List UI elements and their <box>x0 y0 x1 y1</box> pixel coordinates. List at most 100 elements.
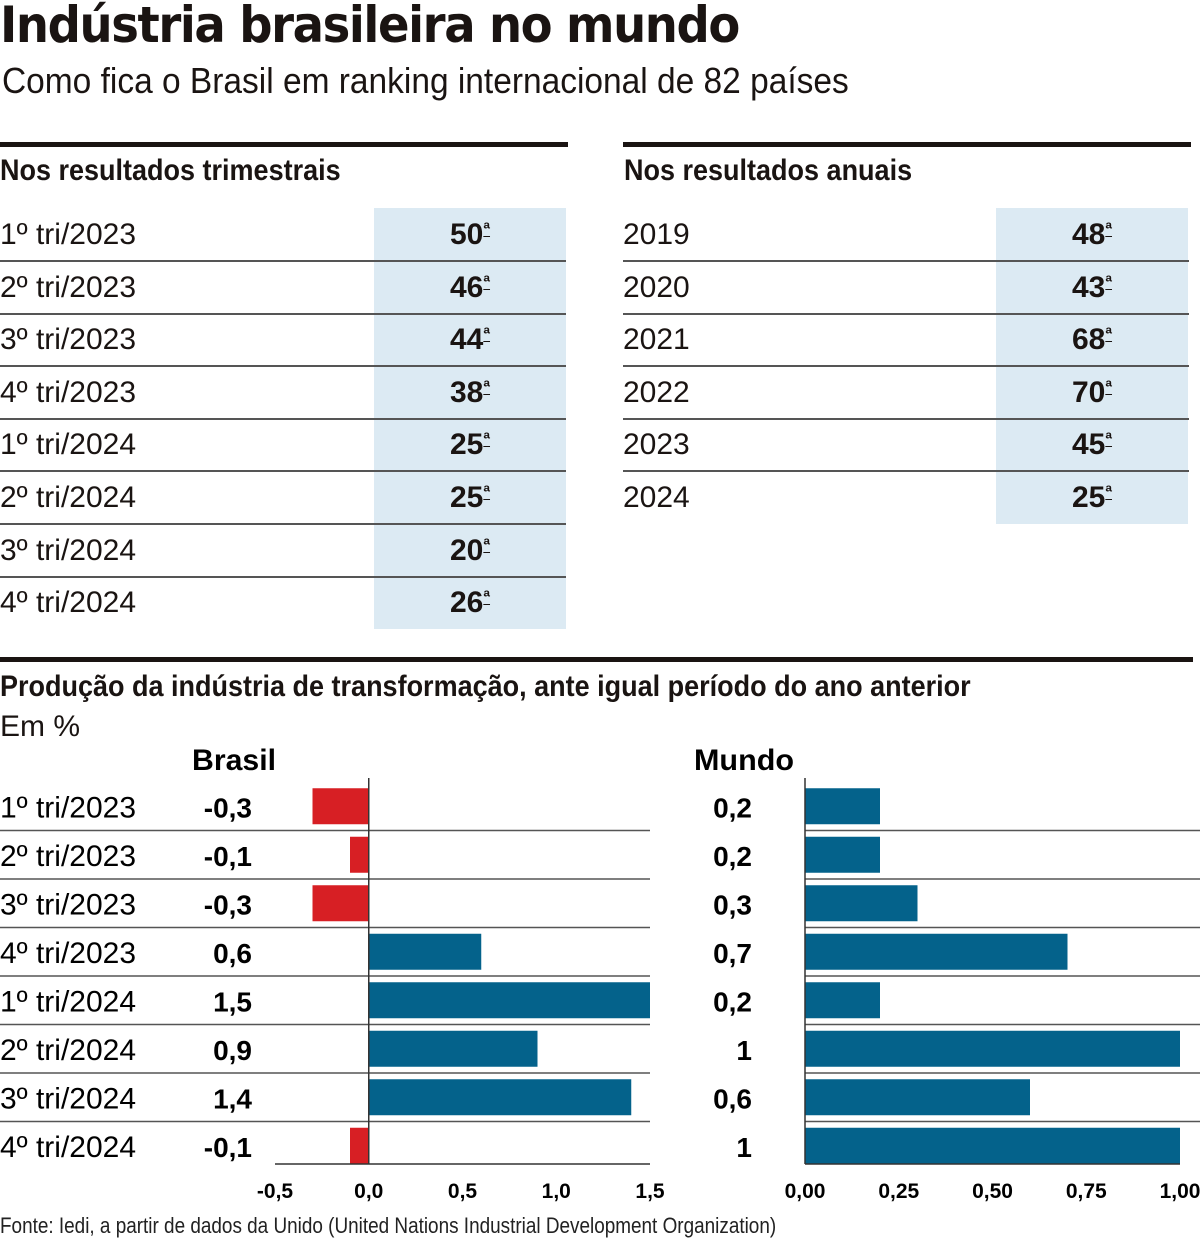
rank-value: 50ª <box>449 218 491 251</box>
table-row: 2024 25ª <box>623 471 1189 523</box>
table-row: 2022 70ª <box>623 366 1189 420</box>
table-row: 2º tri/2023 46ª <box>0 261 566 315</box>
table-row: 3º tri/2023 44ª <box>0 313 566 368</box>
mundo-value-label: 0,3 <box>713 889 752 920</box>
row-label: 2º tri/2023 <box>0 270 137 304</box>
chart-heading: Produção da indústria de transformação, … <box>0 670 971 703</box>
rank-value: 48ª <box>1071 218 1113 251</box>
row-label: 2022 <box>623 375 690 409</box>
brasil-tick-label: 0,5 <box>448 1180 478 1203</box>
mundo-bar <box>805 1127 1180 1164</box>
brasil-bar <box>368 933 482 970</box>
quarterly-heading: Nos resultados trimestrais <box>0 154 341 187</box>
brasil-bar <box>350 1127 369 1164</box>
rank-value: 46ª <box>449 270 491 304</box>
rank-value: 20ª <box>449 533 491 567</box>
rank-value: 44ª <box>449 323 491 357</box>
rank-value: 25ª <box>449 428 491 462</box>
source-note: Fonte: Iedi, a partir de dados da Unido … <box>0 1213 777 1238</box>
rank-value: 43ª <box>1071 270 1113 304</box>
category-label: 1º tri/2024 <box>0 985 136 1018</box>
row-label: 3º tri/2023 <box>0 323 137 357</box>
rank-value: 45ª <box>1071 428 1113 462</box>
rank-value: 68ª <box>1071 323 1113 357</box>
mundo-bar <box>805 933 1068 970</box>
row-label: 2º tri/2024 <box>0 481 137 514</box>
mundo-tick-label: 0,75 <box>1066 1180 1107 1203</box>
row-label: 2021 <box>623 323 690 357</box>
brasil-bar <box>368 982 650 1019</box>
table-row: 1º tri/2023 50ª <box>0 208 566 262</box>
rank-value: 25ª <box>1071 481 1113 514</box>
mundo-value-label: 0,7 <box>713 938 752 969</box>
category-label: 1º tri/2023 <box>0 791 136 824</box>
rank-value: 26ª <box>449 586 491 620</box>
page-title: Indústria brasileira no mundo <box>0 0 740 54</box>
mundo-bar <box>805 982 880 1019</box>
mundo-value-label: 0,2 <box>713 792 752 823</box>
brasil-tick-label: 1,5 <box>635 1180 665 1203</box>
table-row: 2021 68ª <box>623 313 1189 368</box>
chart-unit: Em % <box>0 710 81 743</box>
category-label: 3º tri/2024 <box>0 1082 136 1115</box>
brasil-value-label: -0,3 <box>204 792 252 823</box>
mundo-value-label: 0,2 <box>713 841 752 872</box>
category-label: 4º tri/2024 <box>0 1131 136 1164</box>
brasil-bar <box>350 836 369 873</box>
brasil-bar <box>368 1030 538 1067</box>
table-row: 1º tri/2024 25ª <box>0 418 566 473</box>
section-rule-annual <box>623 142 1191 147</box>
mundo-value-label: 0,6 <box>713 1083 752 1114</box>
page-subtitle: Como fica o Brasil em ranking internacio… <box>2 60 849 101</box>
rank-value: 70ª <box>1071 375 1113 409</box>
row-label: 2023 <box>623 428 690 462</box>
row-label: 2019 <box>623 218 690 251</box>
mundo-bar <box>805 1030 1180 1067</box>
mundo-bar <box>805 788 880 825</box>
mundo-value-label: 1 <box>736 1035 752 1066</box>
mundo-value-label: 1 <box>736 1132 752 1163</box>
brasil-value-label: 1,5 <box>213 986 252 1017</box>
brasil-value-label: -0,1 <box>204 1132 252 1163</box>
category-label: 2º tri/2024 <box>0 1034 136 1067</box>
row-label: 1º tri/2023 <box>0 218 137 251</box>
rank-value: 38ª <box>449 375 491 409</box>
table-row: 4º tri/2024 26ª <box>0 576 566 628</box>
row-label: 3º tri/2024 <box>0 533 137 567</box>
table-row: 2023 45ª <box>623 418 1189 473</box>
brasil-tick-label: 1,0 <box>542 1180 571 1203</box>
mundo-bar <box>805 885 918 922</box>
section-rule-quarterly <box>0 142 568 147</box>
section-rule-production <box>0 657 1193 662</box>
row-label: 2020 <box>623 270 690 304</box>
annual-heading: Nos resultados anuais <box>624 154 913 187</box>
mundo-tick-label: 0,25 <box>878 1180 919 1203</box>
row-label: 4º tri/2024 <box>0 586 137 620</box>
series-title-mundo: Mundo <box>694 744 794 777</box>
brasil-bar <box>312 885 369 922</box>
brasil-value-label: 0,6 <box>213 938 252 969</box>
category-label: 2º tri/2023 <box>0 840 136 873</box>
rank-value: 25ª <box>449 481 491 514</box>
mundo-tick-label: 0,00 <box>785 1180 826 1203</box>
brasil-tick-label: 0,0 <box>354 1180 383 1203</box>
brasil-value-label: -0,3 <box>204 889 252 920</box>
category-label: 4º tri/2023 <box>0 937 136 970</box>
mundo-bar <box>805 836 880 873</box>
brasil-tick-label: -0,5 <box>257 1180 294 1203</box>
brasil-bar <box>368 1079 632 1116</box>
brasil-value-label: 1,4 <box>213 1083 252 1114</box>
table-row: 2º tri/2024 25ª <box>0 471 566 525</box>
table-row: 2020 43ª <box>623 261 1189 315</box>
mundo-bar <box>805 1079 1030 1116</box>
brasil-value-label: -0,1 <box>204 841 252 872</box>
production-bar-chart: Brasil Mundo 1º tri/2023 -0,3 0,2 2º tri/2023… <box>0 744 1200 1203</box>
brasil-value-label: 0,9 <box>213 1035 252 1066</box>
row-label: 2024 <box>623 481 690 514</box>
mundo-value-label: 0,2 <box>713 986 752 1017</box>
row-label: 4º tri/2023 <box>0 375 137 409</box>
mundo-tick-label: 0,50 <box>972 1180 1013 1203</box>
table-row: 2019 48ª <box>623 208 1189 262</box>
category-label: 3º tri/2023 <box>0 888 136 921</box>
series-title-brasil: Brasil <box>192 744 276 777</box>
